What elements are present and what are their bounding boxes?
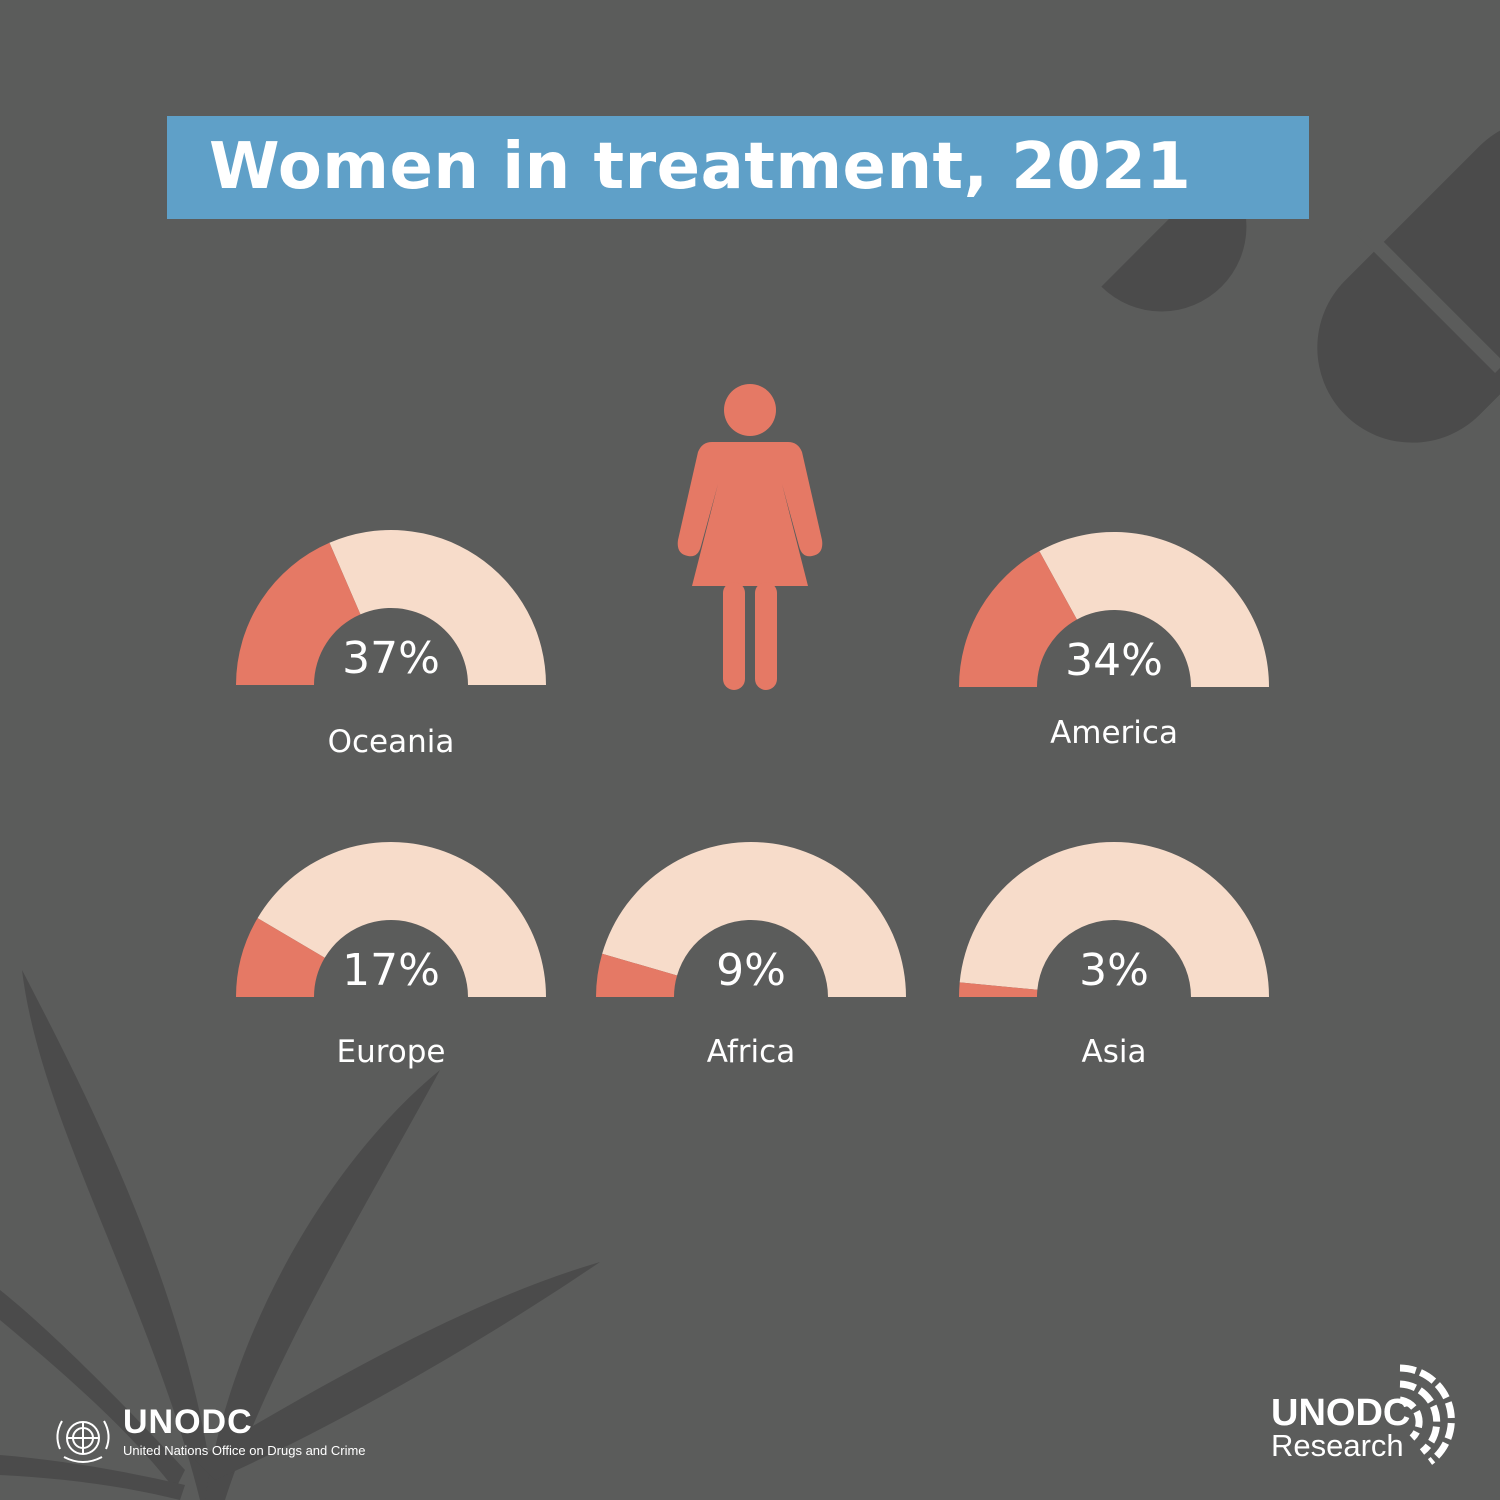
gauge-remainder-oceania bbox=[329, 530, 546, 685]
page-title: Women in treatment, 2021 bbox=[209, 130, 1192, 204]
value-label-africa: 9% bbox=[716, 945, 786, 996]
un-emblem-icon bbox=[56, 1420, 110, 1463]
gauge-africa: 9% Africa bbox=[596, 842, 906, 1070]
gauge-share-oceania bbox=[236, 542, 361, 685]
gauge-america: 34% America bbox=[959, 532, 1269, 751]
gauge-oceania: 37% Oceania bbox=[236, 530, 546, 760]
gauge-europe: 17% Europe bbox=[236, 842, 546, 1070]
gauge-remainder-america bbox=[1039, 532, 1269, 687]
category-label-oceania: Oceania bbox=[328, 724, 455, 760]
gauge-share-america bbox=[959, 551, 1077, 687]
category-label-europe: Europe bbox=[336, 1034, 445, 1070]
value-label-oceania: 37% bbox=[342, 633, 440, 684]
title-bar: Women in treatment, 2021 bbox=[167, 116, 1309, 219]
woman-figure-icon bbox=[677, 384, 823, 690]
value-label-asia: 3% bbox=[1079, 945, 1149, 996]
gauge-share-asia bbox=[959, 982, 1038, 997]
gauge-remainder-asia bbox=[959, 841, 1270, 997]
unodc-logo-subtitle: United Nations Office on Drugs and Crime bbox=[123, 1443, 366, 1458]
unodc-research-logo-subtitle: Research bbox=[1271, 1428, 1404, 1463]
unodc-research-logo-name: UNODC bbox=[1271, 1392, 1411, 1434]
category-label-america: America bbox=[1050, 715, 1178, 751]
gauge-remainder-africa bbox=[602, 842, 906, 997]
capsule-seam bbox=[1357, 225, 1500, 373]
category-label-asia: Asia bbox=[1082, 1034, 1147, 1070]
research-arcs-icon bbox=[1399, 1364, 1455, 1465]
unodc-logo-name: UNODC bbox=[123, 1403, 253, 1441]
gauge-share-europe bbox=[236, 918, 325, 997]
gauge-share-africa bbox=[596, 953, 678, 997]
cannabis-leaf-decor-icon bbox=[0, 970, 600, 1500]
value-label-america: 34% bbox=[1065, 635, 1163, 686]
gauge-asia: 3% Asia bbox=[959, 841, 1270, 1070]
category-label-africa: Africa bbox=[707, 1034, 795, 1070]
gauge-remainder-europe bbox=[257, 842, 546, 997]
value-label-europe: 17% bbox=[342, 945, 440, 996]
